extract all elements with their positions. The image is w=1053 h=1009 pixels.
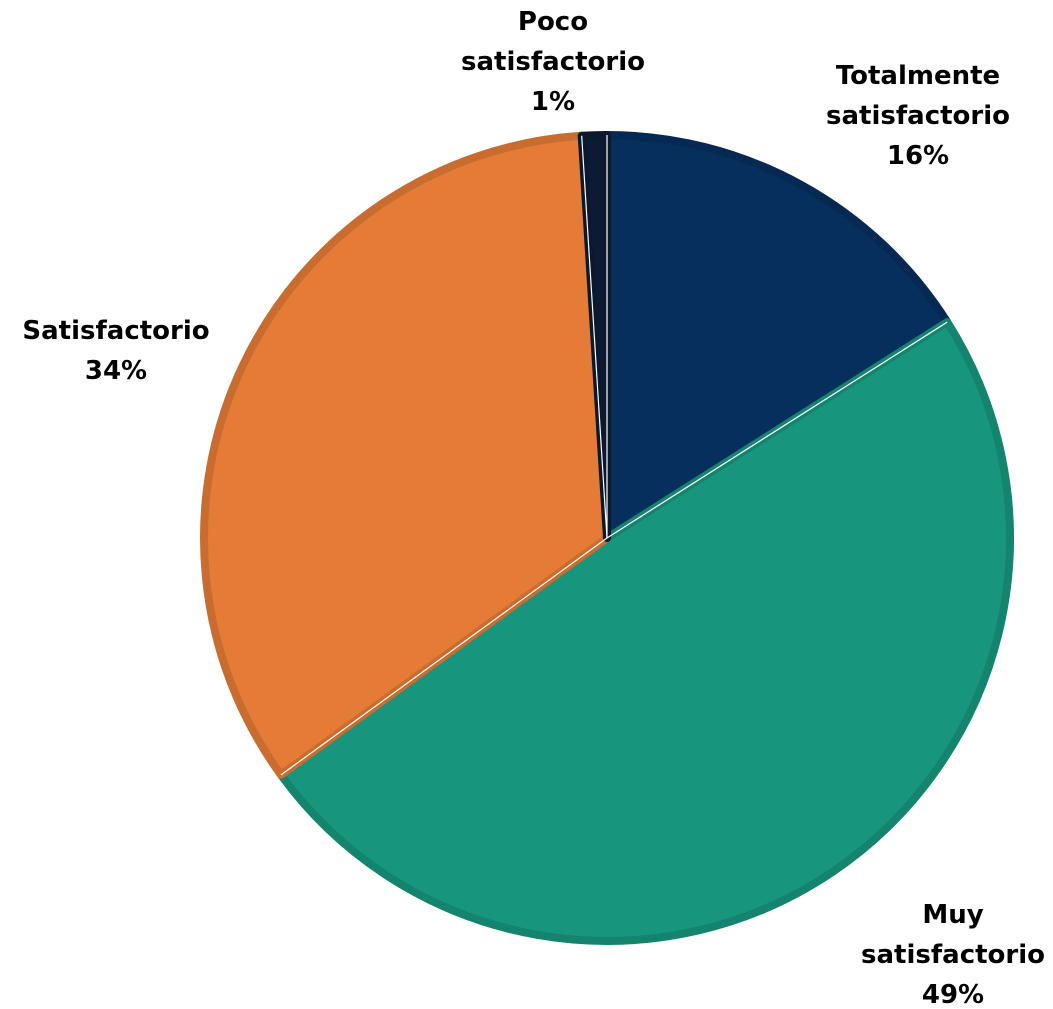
slice-percent-label: 49%	[922, 980, 984, 1009]
pie-slice-2	[200, 131, 611, 779]
slice-category-label: Muy	[922, 900, 983, 930]
slice-category-label: Poco	[518, 7, 588, 37]
pie-labels: Totalmente satisfactorio 16% Muy satisfactor…	[22, 7, 1045, 1009]
slice-category-label: satisfactorio	[861, 940, 1045, 970]
pie-slice-1	[276, 318, 1014, 945]
slice-percent-label: 1%	[531, 87, 575, 117]
slice-label-2: Satisfactorio 34%	[22, 316, 209, 386]
slice-label-0: Totalmente satisfactorio 16%	[826, 61, 1010, 171]
slice-category-label: Satisfactorio	[22, 316, 209, 346]
slice-category-label: satisfactorio	[461, 47, 645, 77]
slice-percent-label: 34%	[85, 356, 147, 386]
slice-percent-label: 16%	[887, 141, 949, 171]
slice-label-1: Muy satisfactorio 49%	[861, 900, 1045, 1009]
pie-slices	[200, 131, 1014, 945]
slice-separator-2	[280, 537, 608, 776]
slice-category-label: Totalmente	[836, 61, 1000, 91]
slice-separator-3	[581, 135, 608, 539]
slice-separator-1	[606, 321, 948, 539]
slice-category-label: satisfactorio	[826, 101, 1010, 131]
pie-slice-0	[603, 131, 952, 542]
slice-label-3: Poco satisfactorio 1%	[461, 7, 645, 117]
